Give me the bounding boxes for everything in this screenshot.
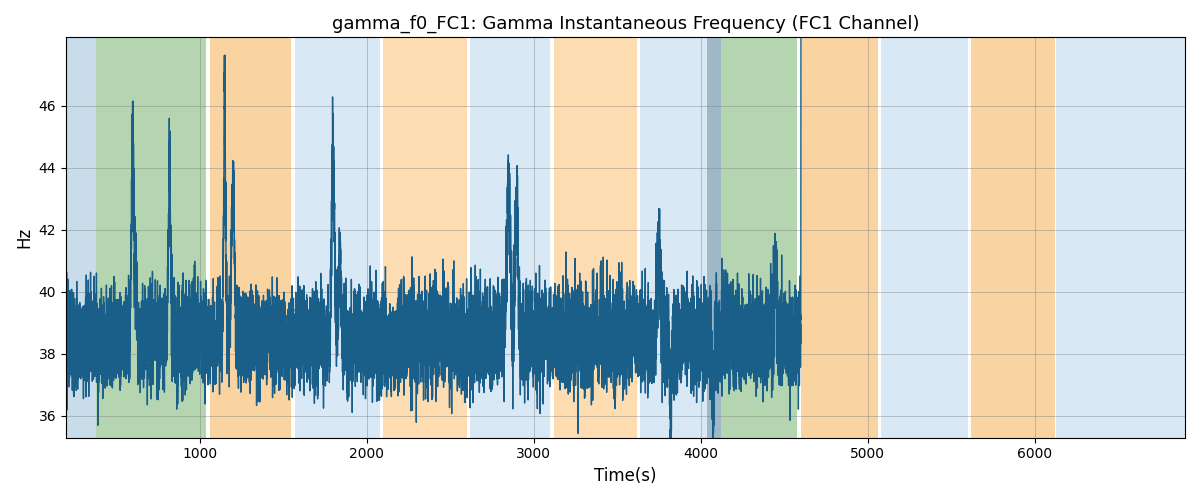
Bar bbox=[553, 38, 637, 438]
Bar bbox=[1056, 38, 1186, 438]
Title: gamma_f0_FC1: Gamma Instantaneous Frequency (FC1 Channel): gamma_f0_FC1: Gamma Instantaneous Freque… bbox=[331, 15, 919, 34]
Bar bbox=[881, 38, 968, 438]
Bar bbox=[721, 38, 798, 438]
Bar bbox=[383, 38, 467, 438]
Bar bbox=[641, 38, 707, 438]
Bar bbox=[470, 38, 551, 438]
Bar bbox=[210, 38, 292, 438]
Bar bbox=[295, 38, 380, 438]
Bar bbox=[66, 38, 96, 438]
Bar bbox=[971, 38, 1055, 438]
X-axis label: Time(s): Time(s) bbox=[594, 467, 656, 485]
Y-axis label: Hz: Hz bbox=[16, 227, 34, 248]
Bar bbox=[96, 38, 206, 438]
Bar bbox=[800, 38, 877, 438]
Bar bbox=[707, 38, 721, 438]
